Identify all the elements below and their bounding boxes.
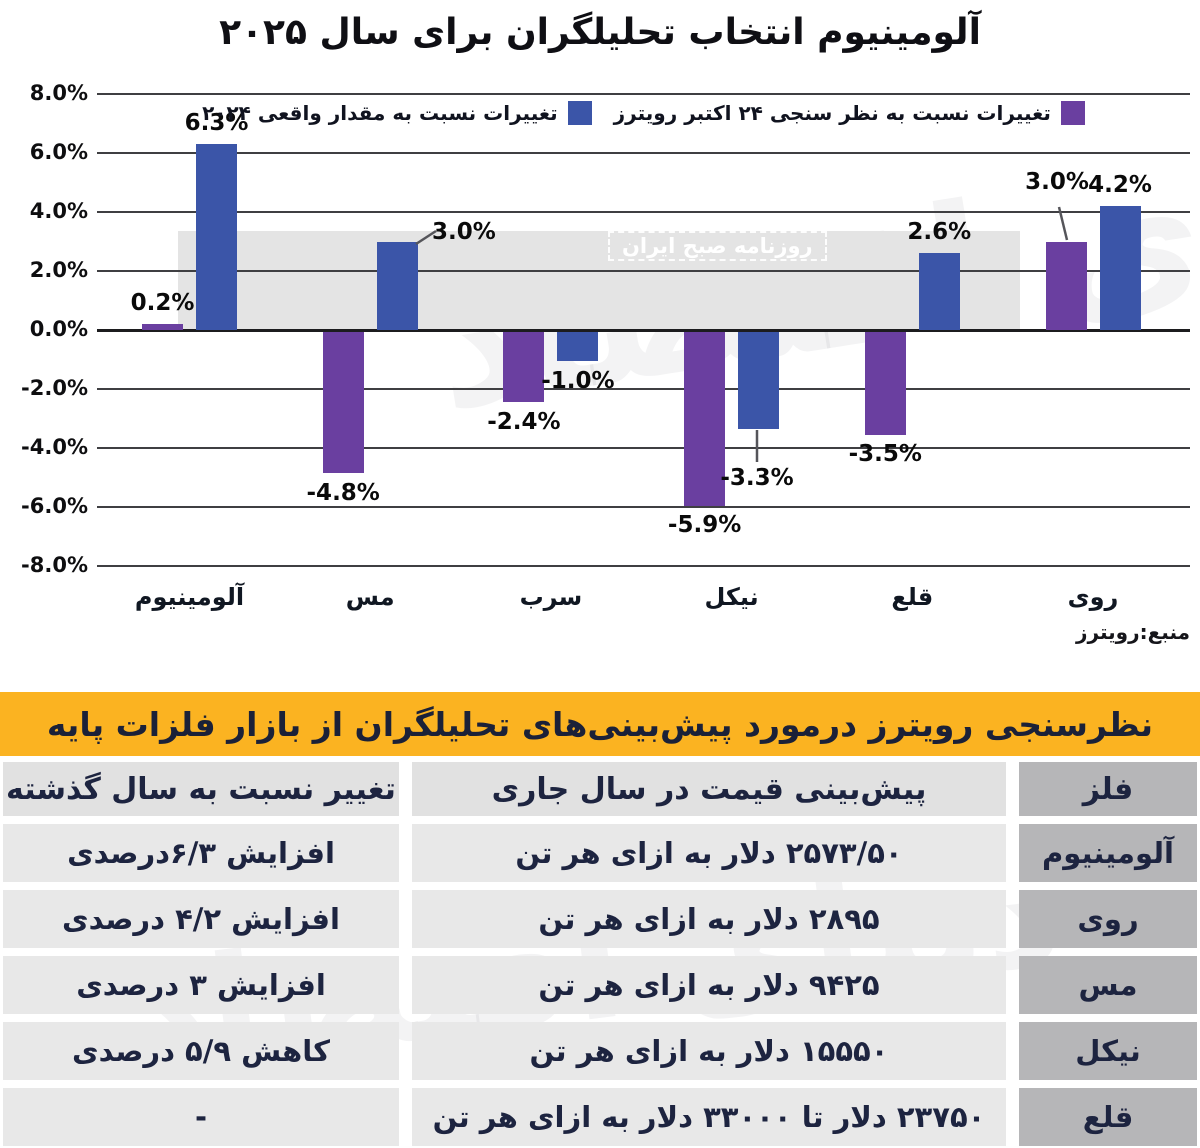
bar-survey-1: [322, 331, 364, 474]
gridline: [97, 447, 1190, 449]
category-label-5: روی: [1067, 583, 1119, 611]
bar-survey-3: [684, 331, 726, 506]
chart-legend: تغییرات نسبت به نظر سنجی ۲۴ اکتبر رویترز…: [97, 101, 1190, 125]
bar-value-label: -3.5%: [848, 441, 922, 468]
bar-survey-4: [864, 331, 906, 435]
legend-label-survey: تغییرات نسبت به نظر سنجی ۲۴ اکتبر رویترز: [613, 101, 1051, 125]
price-cell: ۲۸۹۵ دلار به ازای هر تن: [412, 890, 1006, 948]
bar-value-label: 6.3%: [184, 110, 249, 137]
chart-title: آلومینیوم انتخاب تحلیلگران برای سال ۲۰۲۵: [219, 12, 981, 53]
gridline: [97, 506, 1190, 508]
bar-value-label: -2.4%: [487, 408, 561, 435]
bar-actual-4: [918, 253, 960, 330]
table-body: آلومینیوم ۲۵۷۳/۵۰ دلار به ازای هر تن افزای…: [3, 824, 1197, 1146]
table-row-1: روی ۲۸۹۵ دلار به ازای هر تن افزایش ۴/۲ درص…: [3, 890, 1197, 948]
table-row-3: نیکل ۱۵۵۵۰ دلار به ازای هر تن کاهش ۵/۹ درص…: [3, 1022, 1197, 1080]
bar-actual-1: [376, 241, 418, 330]
category-label-0: آلومینیوم: [134, 583, 245, 611]
y-axis-tick-label: -2.0%: [21, 376, 88, 400]
gridline: [97, 329, 1190, 332]
bar-actual-3: [738, 331, 780, 429]
table-row-2: مس ۹۴۲۵ دلار به ازای هر تن افزایش ۳ درصدی: [3, 956, 1197, 1014]
legend-label-actual: تغییرات نسبت به مقدار واقعی ۲۰۲۴: [202, 101, 558, 125]
category-label-1: مس: [345, 583, 395, 611]
source-note: منبع:رویترز: [1076, 620, 1190, 644]
price-cell: ۲۵۷۳/۵۰ دلار به ازای هر تن: [412, 824, 1006, 882]
table-header-row: فلز پیش‌بینی قیمت در سال جاری تغییر نسبت…: [3, 762, 1197, 816]
header-cell-metal: فلز: [1019, 762, 1197, 816]
bar-value-label: 3.0%: [1025, 169, 1089, 195]
change-cell: کاهش ۵/۹ درصدی: [3, 1022, 399, 1080]
legend-swatch-purple: [1060, 101, 1085, 125]
legend-swatch-blue: [567, 101, 592, 125]
metal-cell: روی: [1019, 890, 1197, 948]
bar-actual-5: [1099, 206, 1141, 330]
gridline: [97, 388, 1190, 390]
header-cell-price: پیش‌بینی قیمت در سال جاری: [412, 762, 1006, 816]
change-cell: افزایش ۶/۳درصدی: [3, 824, 399, 882]
gridline: [97, 93, 1190, 95]
bar-value-label: 4.2%: [1088, 172, 1152, 199]
price-cell: ۲۳۷۵۰ دلار تا ۳۳۰۰۰ دلار به ازای هر تن: [412, 1088, 1006, 1146]
y-axis-tick-label: -6.0%: [21, 494, 88, 518]
bar-actual-2: [557, 331, 599, 361]
bar-survey-2: [503, 331, 545, 403]
y-axis-tick-label: 4.0%: [29, 199, 88, 223]
category-label-3: نیکل: [704, 583, 759, 611]
bar-survey-5: [1045, 241, 1087, 330]
bar-survey-0: [142, 324, 183, 330]
category-label-4: قلع: [891, 583, 934, 611]
table-row-4: قلع ۲۳۷۵۰ دلار تا ۳۳۰۰۰ دلار به ازای هر ت…: [3, 1088, 1197, 1146]
legend-item-actual: تغییرات نسبت به مقدار واقعی ۲۰۲۴: [202, 101, 592, 125]
y-axis-tick-label: 8.0%: [29, 81, 88, 105]
metal-cell: نیکل: [1019, 1022, 1197, 1080]
table-banner: نظرسنجی رویترز درمورد پیش‌بینی‌های تحلیل…: [0, 692, 1200, 756]
change-cell: افزایش ۴/۲ درصدی: [3, 890, 399, 948]
gridline: [97, 152, 1190, 154]
price-cell: ۱۵۵۵۰ دلار به ازای هر تن: [412, 1022, 1006, 1080]
change-cell: افزایش ۳ درصدی: [3, 956, 399, 1014]
bar-value-label: -4.8%: [306, 479, 380, 506]
bar-value-label: 3.0%: [432, 219, 496, 245]
bar-value-label: -3.3%: [720, 465, 794, 491]
y-axis-tick-label: 0.0%: [29, 317, 88, 341]
y-axis-tick-label: -4.0%: [21, 435, 88, 459]
gridline: [97, 565, 1190, 567]
metal-cell: قلع: [1019, 1088, 1197, 1146]
bar-value-label: -5.9%: [667, 512, 742, 539]
header-cell-change: تغییر نسبت به سال گذشته: [3, 762, 399, 816]
metal-cell: مس: [1019, 956, 1197, 1014]
price-cell: ۹۴۲۵ دلار به ازای هر تن: [412, 956, 1006, 1014]
table-row-0: آلومینیوم ۲۵۷۳/۵۰ دلار به ازای هر تن افزای…: [3, 824, 1197, 882]
category-label-2: سرب: [519, 583, 583, 611]
bar-value-label: 2.6%: [907, 219, 972, 246]
metals-table: فلز پیش‌بینی قیمت در سال جاری تغییر نسبت…: [0, 762, 1200, 1146]
bar-actual-0: [196, 144, 237, 330]
bar-value-label: -1.0%: [541, 367, 615, 394]
metal-cell: آلومینیوم: [1019, 824, 1197, 882]
y-axis-tick-label: 6.0%: [29, 140, 88, 164]
y-axis-tick-label: -8.0%: [21, 553, 88, 577]
y-axis-tick-label: 2.0%: [29, 258, 88, 282]
gridline: [97, 270, 1190, 272]
change-cell: -: [3, 1088, 399, 1146]
legend-item-survey: تغییرات نسبت به نظر سنجی ۲۴ اکتبر رویترز: [614, 101, 1085, 125]
bar-value-label: 0.2%: [130, 290, 195, 317]
band-watermark: روزنامه صبح ایران: [608, 231, 827, 261]
gridline: [97, 211, 1190, 213]
highlight-band: [178, 231, 1020, 330]
